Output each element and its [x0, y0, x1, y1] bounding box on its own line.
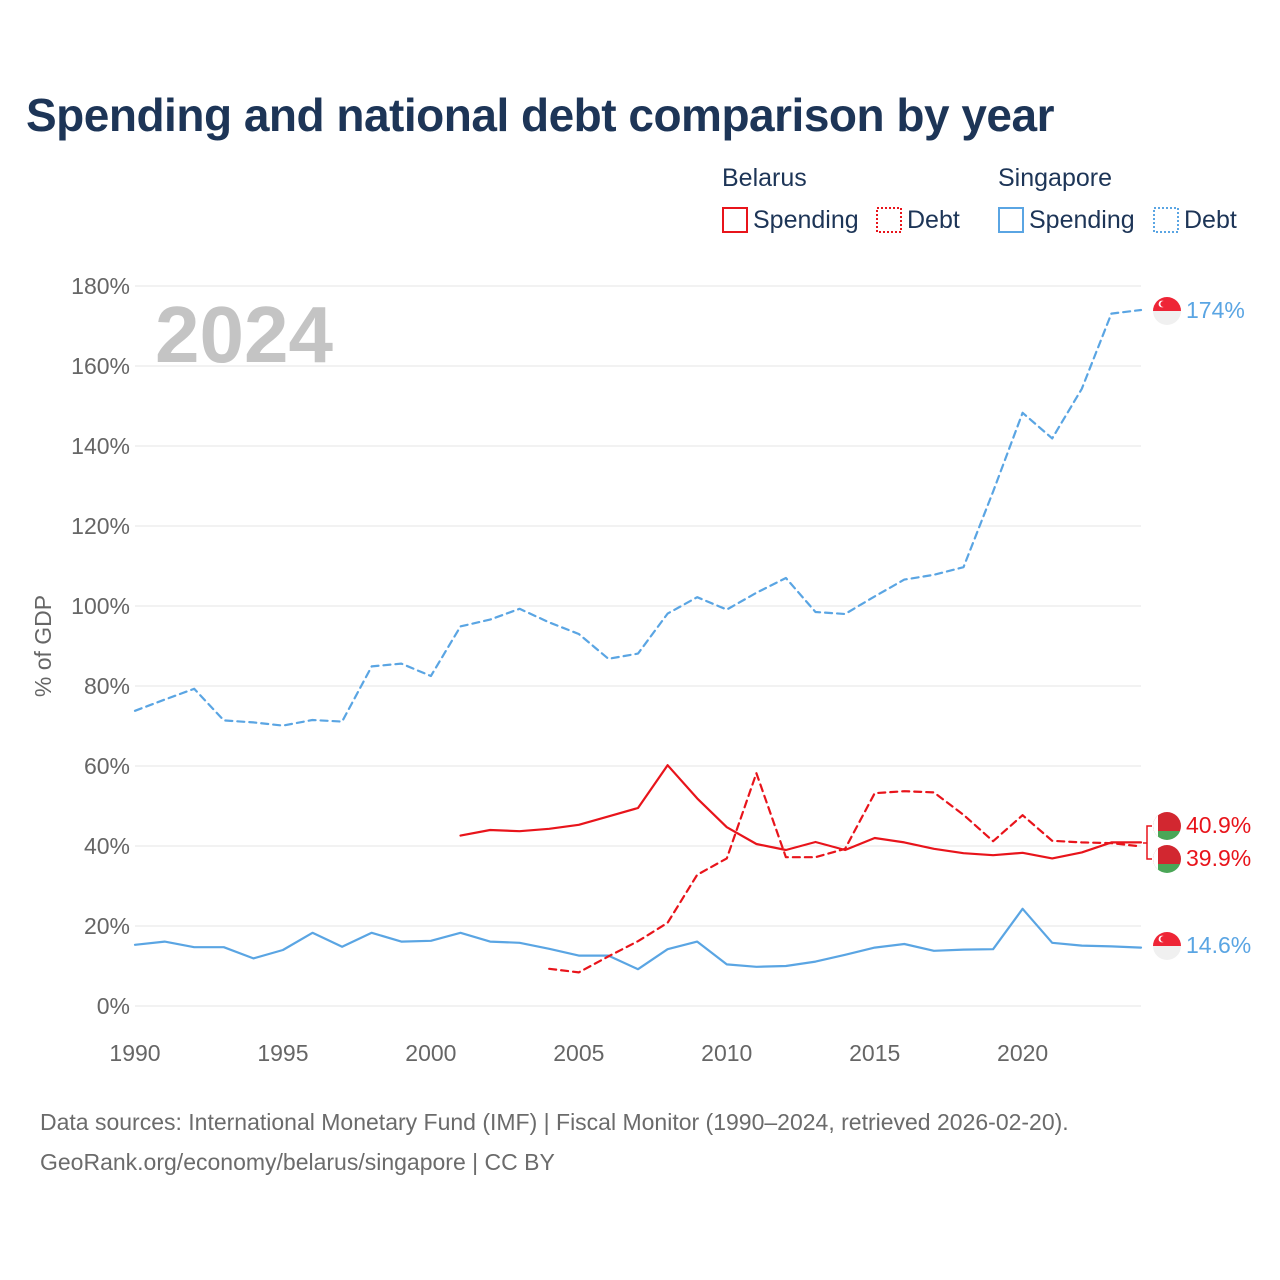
- y-tick-label: 180%: [71, 273, 130, 299]
- series-line-singapore-debt[interactable]: [133, 308, 1143, 727]
- x-tick-label: 2000: [405, 1040, 456, 1066]
- y-tick-label: 20%: [84, 913, 130, 939]
- legend-swatch-belarus-debt[interactable]: [876, 207, 902, 233]
- x-tick-label: 2020: [997, 1040, 1048, 1066]
- y-tick-label: 160%: [71, 353, 130, 379]
- flag-icon-belarus-top: [1153, 812, 1181, 840]
- y-tick-label: 60%: [84, 753, 130, 779]
- flag-icon-singapore-spending: [1153, 932, 1181, 960]
- x-tick-label: 2015: [849, 1040, 900, 1066]
- legend: Belarus Singapore Spending Debt Spending…: [722, 164, 1237, 234]
- y-tick-label: 80%: [84, 673, 130, 699]
- series-line-belarus-spending[interactable]: [459, 764, 1143, 860]
- series-line-belarus-debt[interactable]: [548, 772, 1143, 974]
- flag-icon-belarus-bottom: [1153, 845, 1181, 873]
- x-tick-label: 1995: [257, 1040, 308, 1066]
- flag-icon-singapore-debt: [1153, 297, 1181, 325]
- legend-swatch-belarus-spending[interactable]: [722, 207, 748, 233]
- chart-title: Spending and national debt comparison by…: [26, 89, 1055, 141]
- x-tick-label: 2005: [553, 1040, 604, 1066]
- legend-label-singapore-debt[interactable]: Debt: [1184, 206, 1237, 234]
- series-group: [133, 308, 1143, 974]
- end-label-belarus-top: 40.9%: [1186, 812, 1251, 838]
- legend-swatch-singapore-spending[interactable]: [998, 207, 1024, 233]
- legend-label-belarus-spending[interactable]: Spending: [753, 206, 859, 234]
- legend-label-belarus-debt[interactable]: Debt: [907, 206, 960, 234]
- y-axis-label: % of GDP: [30, 595, 56, 697]
- series-line-singapore-spending[interactable]: [133, 907, 1143, 971]
- y-axis: 0% 20% 40% 60% 80% 100% 120% 140% 160% 180%: [71, 273, 130, 1019]
- belarus-label-bracket: [1143, 825, 1152, 860]
- x-tick-label: 2010: [701, 1040, 752, 1066]
- legend-label-singapore-spending[interactable]: Spending: [1029, 206, 1135, 234]
- end-label-singapore-spending: 14.6%: [1186, 932, 1251, 958]
- y-tick-label: 0%: [97, 993, 130, 1019]
- grid: [135, 285, 1141, 1007]
- attribution-line[interactable]: GeoRank.org/economy/belarus/singapore | …: [40, 1149, 555, 1175]
- x-axis: 1990 1995 2000 2005 2010 2015 2020: [109, 1040, 1048, 1066]
- legend-group-singapore: Singapore: [998, 164, 1112, 192]
- legend-swatch-singapore-debt[interactable]: [1153, 207, 1179, 233]
- x-tick-label: 1990: [109, 1040, 160, 1066]
- end-label-singapore-debt: 174%: [1186, 297, 1245, 323]
- y-tick-label: 120%: [71, 513, 130, 539]
- source-line: Data sources: International Monetary Fun…: [40, 1109, 1069, 1135]
- year-watermark: 2024: [155, 290, 333, 379]
- legend-group-belarus: Belarus: [722, 164, 807, 192]
- end-label-belarus-bottom: 39.9%: [1186, 845, 1251, 871]
- y-tick-label: 40%: [84, 833, 130, 859]
- y-tick-label: 100%: [71, 593, 130, 619]
- y-tick-label: 140%: [71, 433, 130, 459]
